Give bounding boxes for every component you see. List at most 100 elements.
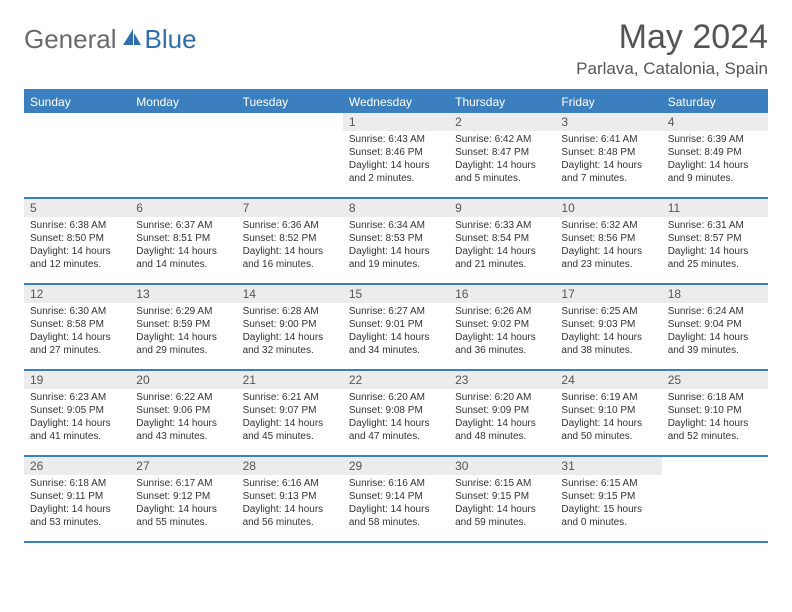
calendar: Sunday Monday Tuesday Wednesday Thursday… xyxy=(24,89,768,543)
sunrise-text: Sunrise: 6:15 AM xyxy=(561,477,655,490)
sunset-text: Sunset: 9:15 PM xyxy=(455,490,549,503)
day-details: Sunrise: 6:21 AMSunset: 9:07 PMDaylight:… xyxy=(237,389,343,447)
week-row: 12Sunrise: 6:30 AMSunset: 8:58 PMDayligh… xyxy=(24,285,768,371)
day-cell: 2Sunrise: 6:42 AMSunset: 8:47 PMDaylight… xyxy=(449,113,555,197)
daylight-text: Daylight: 14 hours and 19 minutes. xyxy=(349,245,443,271)
day-number: 22 xyxy=(343,371,449,389)
day-number: 4 xyxy=(662,113,768,131)
sunset-text: Sunset: 9:09 PM xyxy=(455,404,549,417)
day-details: Sunrise: 6:32 AMSunset: 8:56 PMDaylight:… xyxy=(555,217,661,275)
day-cell: 23Sunrise: 6:20 AMSunset: 9:09 PMDayligh… xyxy=(449,371,555,455)
weeks-container: 1Sunrise: 6:43 AMSunset: 8:46 PMDaylight… xyxy=(24,113,768,543)
day-number: 10 xyxy=(555,199,661,217)
sunset-text: Sunset: 9:02 PM xyxy=(455,318,549,331)
sunset-text: Sunset: 9:00 PM xyxy=(243,318,337,331)
day-cell: 26Sunrise: 6:18 AMSunset: 9:11 PMDayligh… xyxy=(24,457,130,541)
day-number: 8 xyxy=(343,199,449,217)
sunrise-text: Sunrise: 6:26 AM xyxy=(455,305,549,318)
sunrise-text: Sunrise: 6:16 AM xyxy=(243,477,337,490)
sunrise-text: Sunrise: 6:34 AM xyxy=(349,219,443,232)
sunrise-text: Sunrise: 6:37 AM xyxy=(136,219,230,232)
day-details: Sunrise: 6:38 AMSunset: 8:50 PMDaylight:… xyxy=(24,217,130,275)
day-cell xyxy=(24,113,130,197)
day-number: 26 xyxy=(24,457,130,475)
sunset-text: Sunset: 8:50 PM xyxy=(30,232,124,245)
logo-text-blue: Blue xyxy=(145,24,197,55)
title-block: May 2024 Parlava, Catalonia, Spain xyxy=(576,18,768,79)
logo: General Blue xyxy=(24,24,197,55)
day-header-tue: Tuesday xyxy=(237,91,343,113)
sunset-text: Sunset: 9:04 PM xyxy=(668,318,762,331)
day-cell: 18Sunrise: 6:24 AMSunset: 9:04 PMDayligh… xyxy=(662,285,768,369)
daylight-text: Daylight: 14 hours and 21 minutes. xyxy=(455,245,549,271)
day-cell xyxy=(237,113,343,197)
sunset-text: Sunset: 8:54 PM xyxy=(455,232,549,245)
day-number: 28 xyxy=(237,457,343,475)
sunset-text: Sunset: 8:51 PM xyxy=(136,232,230,245)
header: General Blue May 2024 Parlava, Catalonia… xyxy=(24,18,768,79)
week-row: 5Sunrise: 6:38 AMSunset: 8:50 PMDaylight… xyxy=(24,199,768,285)
sunset-text: Sunset: 8:49 PM xyxy=(668,146,762,159)
sunrise-text: Sunrise: 6:20 AM xyxy=(349,391,443,404)
day-number: 31 xyxy=(555,457,661,475)
day-number: 5 xyxy=(24,199,130,217)
day-cell: 9 Sunrise: 6:33 AMSunset: 8:54 PMDaylight… xyxy=(449,199,555,283)
day-details: Sunrise: 6:22 AMSunset: 9:06 PMDaylight:… xyxy=(130,389,236,447)
sunset-text: Sunset: 8:58 PM xyxy=(30,318,124,331)
sunrise-text: Sunrise: 6:16 AM xyxy=(349,477,443,490)
sunrise-text: Sunrise: 6:18 AM xyxy=(30,477,124,490)
daylight-text: Daylight: 14 hours and 2 minutes. xyxy=(349,159,443,185)
day-details: Sunrise: 6:34 AMSunset: 8:53 PMDaylight:… xyxy=(343,217,449,275)
day-cell: 17Sunrise: 6:25 AMSunset: 9:03 PMDayligh… xyxy=(555,285,661,369)
day-header-thu: Thursday xyxy=(449,91,555,113)
day-cell: 5Sunrise: 6:38 AMSunset: 8:50 PMDaylight… xyxy=(24,199,130,283)
day-number: 12 xyxy=(24,285,130,303)
daylight-text: Daylight: 14 hours and 9 minutes. xyxy=(668,159,762,185)
day-cell xyxy=(130,113,236,197)
daylight-text: Daylight: 14 hours and 41 minutes. xyxy=(30,417,124,443)
day-details: Sunrise: 6:20 AMSunset: 9:09 PMDaylight:… xyxy=(449,389,555,447)
daylight-text: Daylight: 14 hours and 55 minutes. xyxy=(136,503,230,529)
day-cell: 16Sunrise: 6:26 AMSunset: 9:02 PMDayligh… xyxy=(449,285,555,369)
sunset-text: Sunset: 9:03 PM xyxy=(561,318,655,331)
day-number: 1 xyxy=(343,113,449,131)
sunrise-text: Sunrise: 6:17 AM xyxy=(136,477,230,490)
sunset-text: Sunset: 9:10 PM xyxy=(668,404,762,417)
daylight-text: Daylight: 14 hours and 58 minutes. xyxy=(349,503,443,529)
day-details: Sunrise: 6:26 AMSunset: 9:02 PMDaylight:… xyxy=(449,303,555,361)
sunrise-text: Sunrise: 6:33 AM xyxy=(455,219,549,232)
day-cell: 1Sunrise: 6:43 AMSunset: 8:46 PMDaylight… xyxy=(343,113,449,197)
daylight-text: Daylight: 14 hours and 5 minutes. xyxy=(455,159,549,185)
day-details: Sunrise: 6:31 AMSunset: 8:57 PMDaylight:… xyxy=(662,217,768,275)
day-cell: 10Sunrise: 6:32 AMSunset: 8:56 PMDayligh… xyxy=(555,199,661,283)
day-header-fri: Friday xyxy=(555,91,661,113)
sail-icon xyxy=(121,27,143,52)
day-details: Sunrise: 6:16 AMSunset: 9:14 PMDaylight:… xyxy=(343,475,449,533)
day-number: 3 xyxy=(555,113,661,131)
sunrise-text: Sunrise: 6:38 AM xyxy=(30,219,124,232)
day-cell: 8Sunrise: 6:34 AMSunset: 8:53 PMDaylight… xyxy=(343,199,449,283)
day-details: Sunrise: 6:30 AMSunset: 8:58 PMDaylight:… xyxy=(24,303,130,361)
sunset-text: Sunset: 9:05 PM xyxy=(30,404,124,417)
daylight-text: Daylight: 14 hours and 23 minutes. xyxy=(561,245,655,271)
sunrise-text: Sunrise: 6:39 AM xyxy=(668,133,762,146)
sunrise-text: Sunrise: 6:20 AM xyxy=(455,391,549,404)
day-header-wed: Wednesday xyxy=(343,91,449,113)
sunrise-text: Sunrise: 6:30 AM xyxy=(30,305,124,318)
day-number: 6 xyxy=(130,199,236,217)
day-details: Sunrise: 6:37 AMSunset: 8:51 PMDaylight:… xyxy=(130,217,236,275)
sunset-text: Sunset: 9:08 PM xyxy=(349,404,443,417)
day-number: 25 xyxy=(662,371,768,389)
daylight-text: Daylight: 14 hours and 56 minutes. xyxy=(243,503,337,529)
daylight-text: Daylight: 14 hours and 59 minutes. xyxy=(455,503,549,529)
day-cell: 22Sunrise: 6:20 AMSunset: 9:08 PMDayligh… xyxy=(343,371,449,455)
day-cell: 15Sunrise: 6:27 AMSunset: 9:01 PMDayligh… xyxy=(343,285,449,369)
daylight-text: Daylight: 14 hours and 36 minutes. xyxy=(455,331,549,357)
day-number: 11 xyxy=(662,199,768,217)
daylight-text: Daylight: 14 hours and 12 minutes. xyxy=(30,245,124,271)
sunset-text: Sunset: 8:48 PM xyxy=(561,146,655,159)
day-details: Sunrise: 6:25 AMSunset: 9:03 PMDaylight:… xyxy=(555,303,661,361)
day-cell: 29Sunrise: 6:16 AMSunset: 9:14 PMDayligh… xyxy=(343,457,449,541)
day-number: 9 xyxy=(449,199,555,217)
sunset-text: Sunset: 9:13 PM xyxy=(243,490,337,503)
